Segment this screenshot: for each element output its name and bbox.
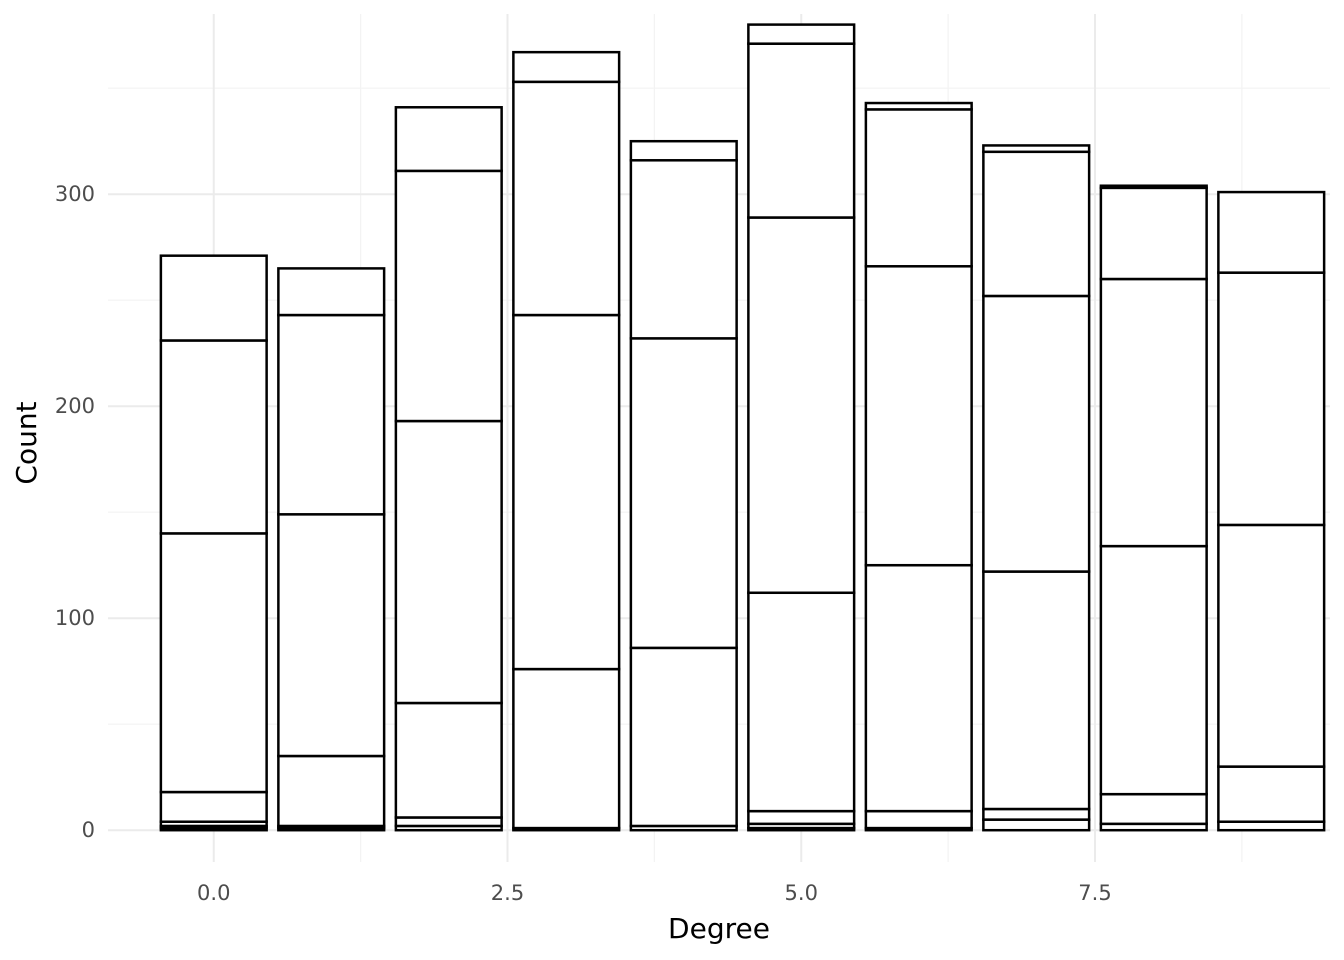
bar-segment	[1217, 523, 1326, 768]
bar-segment	[864, 563, 973, 813]
bar-stack	[277, 267, 386, 832]
bar-segment	[512, 313, 621, 671]
bar-segment	[982, 294, 1091, 573]
bar-stack	[864, 101, 973, 832]
bar-segment	[1217, 271, 1326, 527]
bar-segment	[629, 159, 738, 340]
bar-segment	[629, 139, 738, 162]
bar-stack	[629, 139, 738, 832]
bar-segment	[277, 754, 386, 828]
bar-segment	[982, 570, 1091, 811]
bar-segment	[277, 513, 386, 758]
bar-segment	[159, 790, 268, 823]
bar-segment	[1217, 820, 1326, 832]
bar-stack	[747, 23, 856, 832]
bar-stack	[982, 144, 1091, 832]
bar-segment	[1099, 184, 1208, 190]
bar-segment	[512, 50, 621, 84]
y-axis-title: Count	[10, 401, 43, 484]
x-tick-label: 7.5	[1078, 881, 1111, 905]
bar-segment	[277, 267, 386, 317]
bar-segment	[277, 313, 386, 516]
y-tick-label: 300	[55, 182, 95, 206]
bar-segment	[159, 532, 268, 794]
bar-segment	[747, 216, 856, 595]
bar-segment	[747, 591, 856, 813]
bar-stack	[394, 106, 503, 832]
bar-segment	[747, 23, 856, 45]
bar-segment	[1099, 277, 1208, 548]
bar-segment	[512, 667, 621, 830]
bar-segment	[864, 101, 973, 111]
x-tick-label: 5.0	[785, 881, 818, 905]
bar-segment	[512, 80, 621, 317]
bar-segment	[1099, 544, 1208, 796]
bar-segment	[394, 816, 503, 828]
bar-segment	[159, 339, 268, 535]
y-tick-label: 0	[82, 818, 95, 842]
x-tick-label: 2.5	[491, 881, 524, 905]
bar-stack	[159, 254, 268, 832]
bars	[159, 23, 1326, 832]
x-tick-label: 0.0	[197, 881, 230, 905]
bar-segment	[394, 701, 503, 819]
bar-segment	[394, 419, 503, 705]
y-tick-label: 200	[55, 394, 95, 418]
bar-segment	[394, 169, 503, 423]
bar-segment	[629, 337, 738, 650]
y-axis-ticks: 0 100 200 300	[55, 182, 95, 842]
bar-segment	[1217, 190, 1326, 274]
y-tick-label: 100	[55, 606, 95, 630]
bar-segment	[1099, 792, 1208, 826]
bar-segment	[1099, 186, 1208, 281]
bar-segment	[982, 807, 1091, 821]
bar-segment	[159, 254, 268, 342]
bar-stack	[1217, 190, 1326, 832]
bar-segment	[982, 818, 1091, 832]
bar-stack	[512, 50, 621, 832]
bar-segment	[864, 265, 973, 567]
bar-segment	[394, 106, 503, 173]
x-axis-title: Degree	[668, 912, 770, 945]
bar-segment	[982, 150, 1091, 298]
bar-segment	[1217, 765, 1326, 823]
bar-segment	[982, 144, 1091, 154]
bar-segment	[747, 42, 856, 219]
bar-segment	[629, 646, 738, 828]
x-axis-ticks: 0.0 2.5 5.0 7.5	[197, 881, 1112, 905]
bar-stack	[1099, 184, 1208, 832]
bar-segment	[864, 809, 973, 830]
bar-segment	[864, 108, 973, 268]
bar-segment	[747, 809, 856, 826]
